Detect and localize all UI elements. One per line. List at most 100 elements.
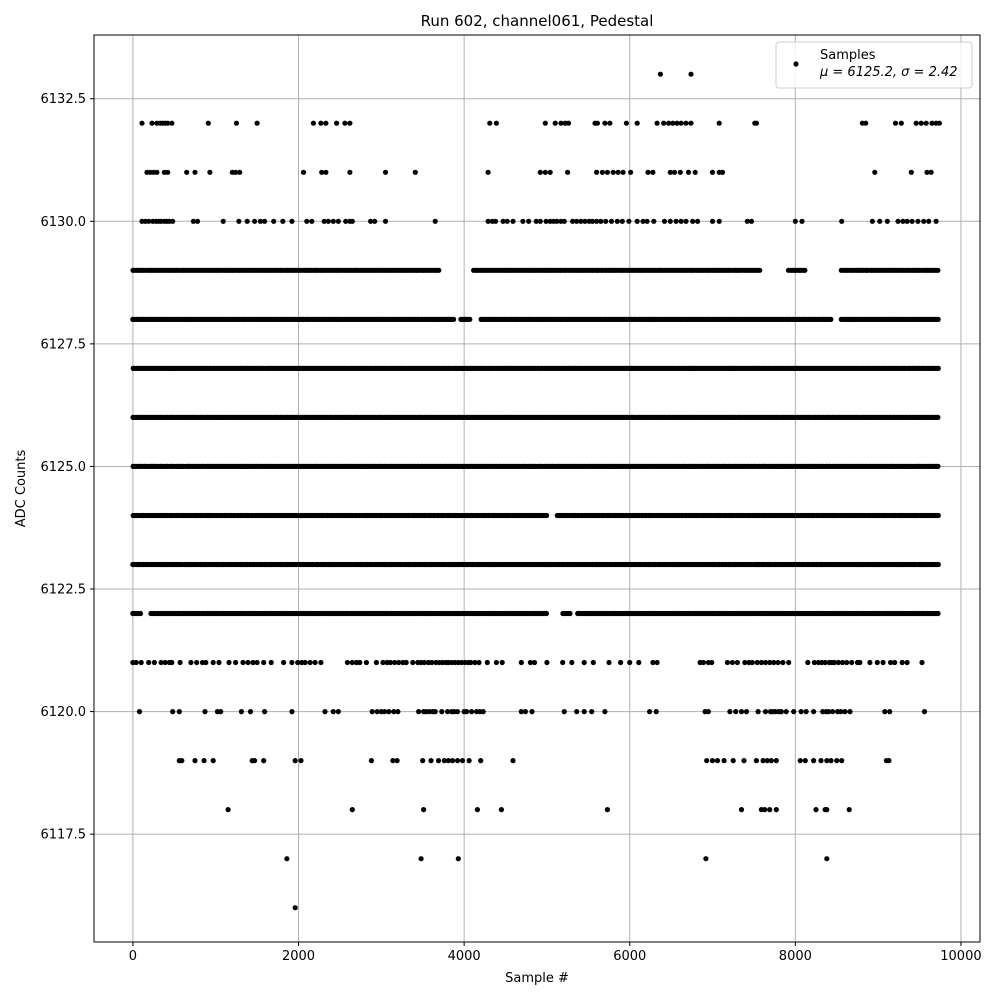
sample-point (498, 807, 504, 813)
sample-point (654, 659, 660, 666)
sample-point (830, 709, 836, 715)
sample-point (603, 218, 609, 224)
sample-point (582, 218, 588, 224)
sample-point (569, 659, 575, 666)
sample-point (644, 218, 650, 224)
sample-point (835, 659, 842, 666)
sample-point (811, 659, 818, 666)
sample-point (344, 659, 350, 666)
sample-point (349, 218, 355, 224)
sample-point (252, 758, 258, 764)
sample-point (618, 659, 624, 666)
sample-point (657, 71, 664, 77)
sample-point (924, 169, 930, 175)
sample-point (474, 807, 480, 813)
sample-point (813, 807, 819, 813)
sample-point (791, 709, 797, 715)
sample-point (838, 709, 844, 715)
sample-point (151, 659, 157, 666)
sample-point (775, 659, 781, 666)
sample-point (753, 120, 760, 126)
sample-point (589, 218, 596, 224)
sample-point (325, 218, 331, 224)
sample-point (312, 659, 318, 666)
sample-point (240, 659, 246, 666)
sample-point (762, 807, 768, 813)
sample-point (678, 218, 684, 224)
sample-point (368, 758, 374, 764)
sample-point (842, 709, 848, 715)
sample-point (880, 659, 886, 666)
sample-point (318, 120, 324, 126)
legend-stats-annotation: μ = 6125.2, σ = 2.42 (819, 65, 958, 80)
sample-point (760, 758, 766, 764)
sample-point (472, 659, 478, 666)
sample-point (289, 659, 295, 666)
sample-point (857, 659, 863, 666)
sample-point (561, 709, 567, 715)
sample-point (899, 659, 905, 666)
sample-point (510, 758, 516, 764)
sample-point (218, 709, 224, 715)
sample-point (441, 758, 447, 764)
sample-point (610, 169, 616, 175)
sample-point (724, 659, 731, 666)
sample-point (138, 659, 144, 666)
sample-point (867, 659, 873, 666)
sample-point (565, 120, 572, 126)
sample-point (451, 316, 457, 322)
sample-point (349, 659, 355, 666)
sample-point (238, 709, 244, 715)
sample-point (254, 659, 260, 666)
sample-point (935, 512, 941, 519)
sample-point (518, 709, 524, 715)
sample-point (831, 659, 837, 666)
sample-point (289, 709, 295, 715)
sample-point (869, 218, 876, 224)
sample-point (773, 807, 779, 813)
sample-point (170, 709, 176, 715)
sample-point (445, 758, 451, 764)
sample-point (786, 659, 792, 666)
sample-point (421, 659, 427, 666)
sample-point (666, 120, 672, 126)
sample-point (824, 758, 830, 764)
sample-point (754, 659, 760, 666)
sample-point (900, 218, 906, 224)
sample-point (547, 169, 553, 175)
sample-point (162, 659, 168, 666)
sample-point (257, 218, 263, 224)
sample-point (802, 758, 808, 764)
sample-point (382, 218, 389, 224)
sample-point (709, 218, 716, 224)
sample-point (418, 856, 424, 862)
sample-point (527, 659, 534, 666)
sample-point (908, 169, 914, 175)
sample-point (533, 218, 539, 224)
sample-point (554, 218, 560, 224)
sample-point (673, 218, 679, 224)
chart-title: Run 602, channel061, Pedestal (421, 12, 654, 30)
sample-point (650, 659, 656, 666)
sample-point (158, 659, 164, 666)
sample-point (165, 169, 171, 175)
sample-point (762, 709, 769, 715)
sample-point (342, 120, 348, 126)
sample-point (653, 709, 659, 715)
sample-point (921, 218, 927, 224)
sample-point (184, 169, 190, 175)
sample-point (387, 659, 393, 666)
sample-point (281, 659, 287, 666)
sample-point (570, 218, 576, 224)
sample-point (828, 316, 834, 322)
sample-point (216, 659, 222, 666)
sample-point (245, 659, 251, 666)
sample-point (645, 169, 651, 175)
y-axis-label: ADC Counts (14, 450, 29, 528)
sample-point (581, 709, 587, 715)
sample-point (634, 120, 640, 126)
sample-point (202, 709, 208, 715)
sample-point (292, 905, 298, 911)
y-tick-label: 6125.0 (41, 460, 87, 475)
